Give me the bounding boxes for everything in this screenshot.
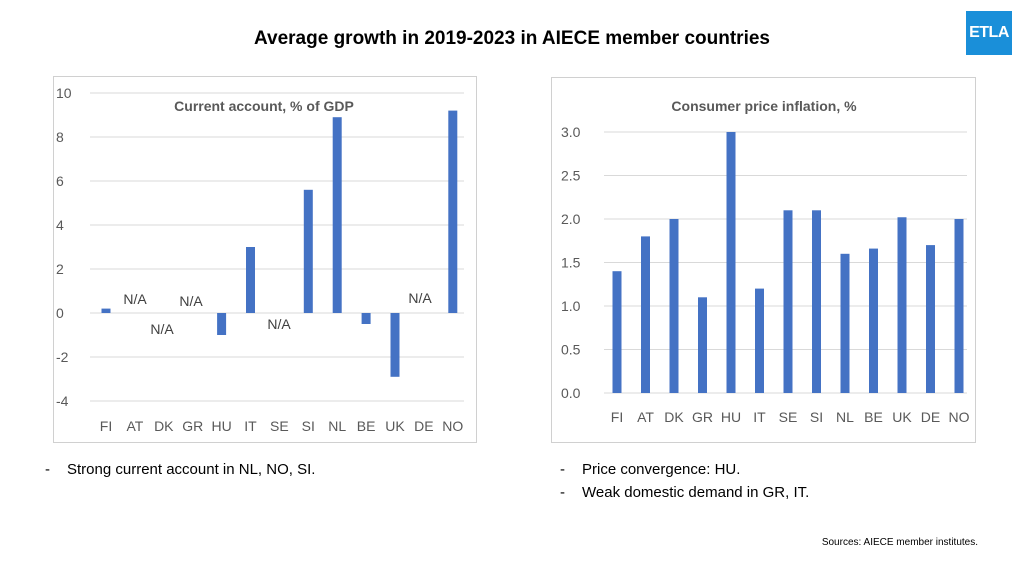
na-label: N/A <box>150 321 174 337</box>
na-label: N/A <box>408 290 432 306</box>
y-tick-label: 10 <box>56 85 72 101</box>
x-tick-label: SE <box>779 409 798 425</box>
x-tick-label: FI <box>611 409 623 425</box>
current-account-chart: Current account, % of GDP 10 8 6 4 2 0 -2 -4 FI A… <box>56 85 464 434</box>
x-tick-label: NL <box>836 409 854 425</box>
bar-no <box>448 110 458 313</box>
y-tick-label: 2 <box>56 261 64 277</box>
x-tick-label: HU <box>721 409 741 425</box>
bar-uk <box>390 313 400 377</box>
y-tick-label: 6 <box>56 173 64 189</box>
source-note: Sources: AIECE member institutes. <box>821 537 978 548</box>
x-tick-label: AT <box>126 418 143 434</box>
y-tick-label: -4 <box>56 393 69 409</box>
bar-nl <box>332 117 342 313</box>
x-tick-label: BE <box>357 418 376 434</box>
cpi-chart: Consumer price inflation, % 3.0 2.5 2.0 1.5… <box>561 98 970 425</box>
y-tick-label: 0.0 <box>561 385 581 401</box>
y-tick-label: 1.0 <box>561 298 581 314</box>
y-tick-label: 1.5 <box>561 255 581 271</box>
etla-logo: ETLA <box>966 11 1012 55</box>
x-tick-label: NL <box>328 418 346 434</box>
bar-be <box>869 248 878 393</box>
x-tick-label: GR <box>692 409 713 425</box>
x-tick-label: NO <box>442 418 463 434</box>
x-tick-label: IT <box>753 409 766 425</box>
y-tick-label: 2.5 <box>561 168 581 184</box>
bar-fi <box>612 271 622 393</box>
bar-gr <box>698 297 707 393</box>
x-tick-label: IT <box>244 418 257 434</box>
x-tick-label: HU <box>211 418 231 434</box>
x-tick-label: NO <box>949 409 970 425</box>
x-tick-label: BE <box>864 409 883 425</box>
bar-hu <box>726 132 736 393</box>
x-tick-label: AT <box>637 409 654 425</box>
chart-title: Current account, % of GDP <box>174 98 354 114</box>
na-label: N/A <box>179 293 203 309</box>
bar-it <box>246 247 255 313</box>
y-tick-label: -2 <box>56 349 69 365</box>
bar-uk <box>897 217 907 393</box>
na-label: N/A <box>267 316 291 332</box>
y-tick-label: 8 <box>56 129 64 145</box>
bar-si <box>303 189 313 313</box>
x-tick-label: SI <box>302 418 315 434</box>
bar-no <box>954 219 964 393</box>
x-tick-label: DK <box>154 418 174 434</box>
bar-si <box>812 210 821 393</box>
bar-fi <box>101 308 111 313</box>
y-tick-label: 4 <box>56 217 64 233</box>
bar-dk <box>669 219 679 393</box>
x-tick-label: SE <box>270 418 289 434</box>
x-tick-label: FI <box>100 418 112 434</box>
x-tick-label: DK <box>664 409 684 425</box>
cpi-chart-panel: Consumer price inflation, % 3.0 2.5 2.0 1.5… <box>551 77 976 443</box>
page-title: Average growth in 2019-2023 in AIECE mem… <box>254 28 770 49</box>
bullet-item: - Price convergence: HU. <box>560 461 741 478</box>
y-tick-label: 3.0 <box>561 124 581 140</box>
bullet-item: - Weak domestic demand in GR, IT. <box>560 484 810 501</box>
bar-hu <box>217 313 227 335</box>
y-tick-label: 2.0 <box>561 211 581 227</box>
current-account-chart-panel: Current account, % of GDP 10 8 6 4 2 0 -2 -4 FI A… <box>53 76 477 443</box>
y-tick-label: 0.5 <box>561 342 581 358</box>
na-label: N/A <box>123 291 147 307</box>
x-tick-label: UK <box>385 418 405 434</box>
bar-se <box>783 210 793 393</box>
x-tick-label: DE <box>414 418 433 434</box>
x-tick-label: SI <box>810 409 823 425</box>
x-tick-label: DE <box>921 409 940 425</box>
bar-at <box>641 236 650 393</box>
x-tick-label: UK <box>892 409 912 425</box>
chart-title: Consumer price inflation, % <box>671 98 857 114</box>
bar-nl <box>840 253 850 393</box>
bar-be <box>361 313 371 324</box>
bar-it <box>755 288 764 393</box>
bullet-item: - Strong current account in NL, NO, SI. <box>45 461 316 478</box>
bar-de <box>926 245 935 393</box>
x-tick-label: GR <box>182 418 203 434</box>
y-tick-label: 0 <box>56 305 64 321</box>
